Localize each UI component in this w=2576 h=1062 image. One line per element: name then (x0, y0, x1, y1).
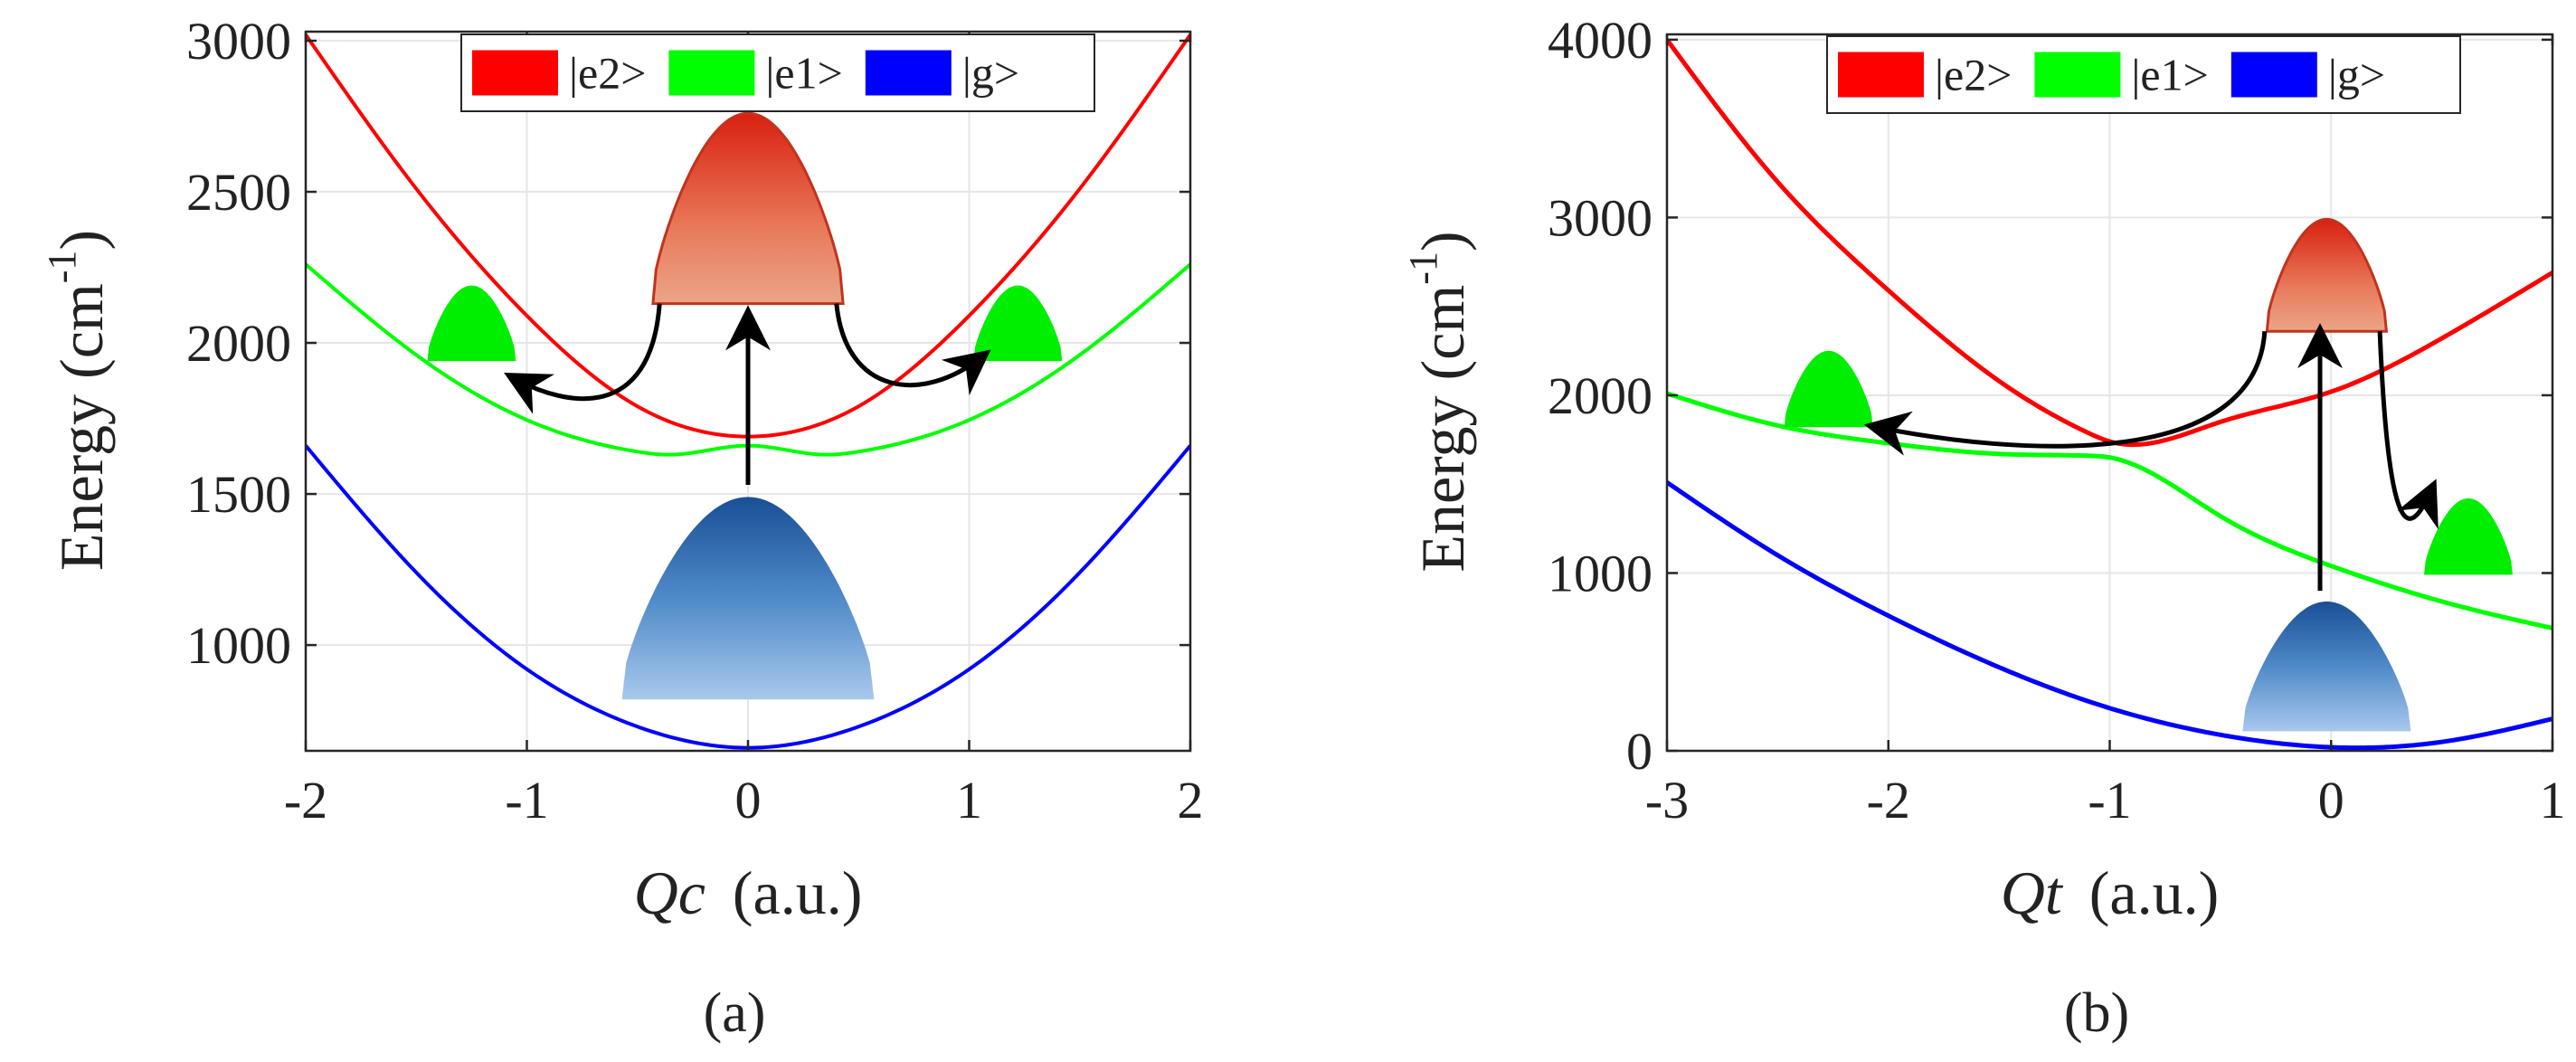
left-transfer-arrow (1863, 331, 2268, 456)
legend-swatch (865, 50, 952, 96)
y-tick-label: 0 (1626, 722, 1653, 781)
axes (304, 30, 1192, 753)
x-tick-label: 0 (2318, 771, 2344, 830)
x-tick-label: -1 (505, 771, 548, 830)
legend-box (460, 33, 1095, 112)
wavepackets (427, 111, 1063, 700)
legend-label: |e2> (1935, 50, 2012, 100)
legend-label: |e1> (2131, 50, 2208, 100)
legend-label: |g> (962, 48, 1019, 99)
ground-packet (2242, 601, 2411, 732)
x-tick-label: -1 (2088, 771, 2131, 830)
ground-packet (621, 497, 875, 700)
y-tick-label: 2000 (1548, 366, 1653, 425)
y-tick-label: 2000 (186, 314, 291, 373)
legend: |e2> |e1> |g> (460, 33, 1095, 112)
caption: (a) (704, 982, 766, 1044)
tick-labels: -2 -1 0 1 2 1000 1500 2000 2500 3000 (186, 12, 1204, 830)
y-tick-label: 1000 (1548, 544, 1653, 602)
y-tick-label: 1500 (186, 465, 291, 524)
right-transfer-arrow (834, 303, 991, 396)
x-axis-label: Qt (a.u.) (2001, 858, 2219, 927)
right-packet (973, 285, 1063, 362)
arrows (1863, 323, 2439, 592)
y-axis-label: Energy (cm-1) (40, 230, 116, 571)
y-tick-label: 3000 (186, 12, 291, 71)
legend-swatch (472, 50, 558, 96)
left-packet (1784, 350, 1873, 428)
legend-swatch (2034, 52, 2121, 98)
legend-swatch (1838, 52, 1924, 98)
x-tick-label: -2 (1867, 771, 1910, 830)
x-tick-label: -3 (1645, 771, 1689, 830)
legend-label: |e1> (765, 48, 842, 99)
panel-b: (b) -3 -2 -1 0 1 0 1000 2000 3000 4000 Qt (a.u.) Ene… (1401, 11, 2566, 1044)
x-tick-label: 2 (1178, 771, 1204, 830)
right-packet (2424, 498, 2513, 575)
y-tick-label: 4000 (1548, 11, 1653, 70)
legend-swatch (2230, 52, 2317, 98)
legend-box (1826, 35, 2461, 114)
y-tick-label: 3000 (1548, 188, 1653, 247)
y-axis-label: Energy (cm-1) (1401, 231, 1477, 572)
wavepackets (1784, 217, 2513, 732)
series-line-2 (1667, 480, 2552, 751)
y-tick-label: 2500 (186, 163, 291, 222)
x-tick-label: -2 (284, 771, 327, 830)
legend-label: |e2> (569, 48, 646, 99)
legend-swatch (668, 50, 755, 96)
legend-label: |g> (2328, 50, 2385, 100)
arrows (504, 303, 991, 486)
excited-packet (651, 111, 845, 306)
panel-a: (a) -2 -1 0 1 2 1000 1500 2000 2500 3000 Qc (a.u.) E… (40, 12, 1204, 1044)
legend: |e2> |e1> |g> (1826, 35, 2461, 114)
caption: (b) (2064, 982, 2129, 1044)
left-transfer-arrow (504, 303, 662, 414)
x-tick-label: 1 (956, 771, 982, 830)
series-line-1 (1667, 391, 2552, 631)
tick-labels: -3 -2 -1 0 1 0 1000 2000 3000 4000 (1548, 11, 2566, 830)
y-tick-label: 1000 (186, 616, 291, 675)
x-tick-label: 0 (735, 771, 762, 830)
x-tick-label: 1 (2540, 771, 2566, 830)
excited-packet (2265, 217, 2389, 333)
left-packet (427, 285, 516, 362)
x-axis-label: Qc (a.u.) (634, 858, 863, 927)
right-transfer-arrow (2377, 331, 2439, 530)
